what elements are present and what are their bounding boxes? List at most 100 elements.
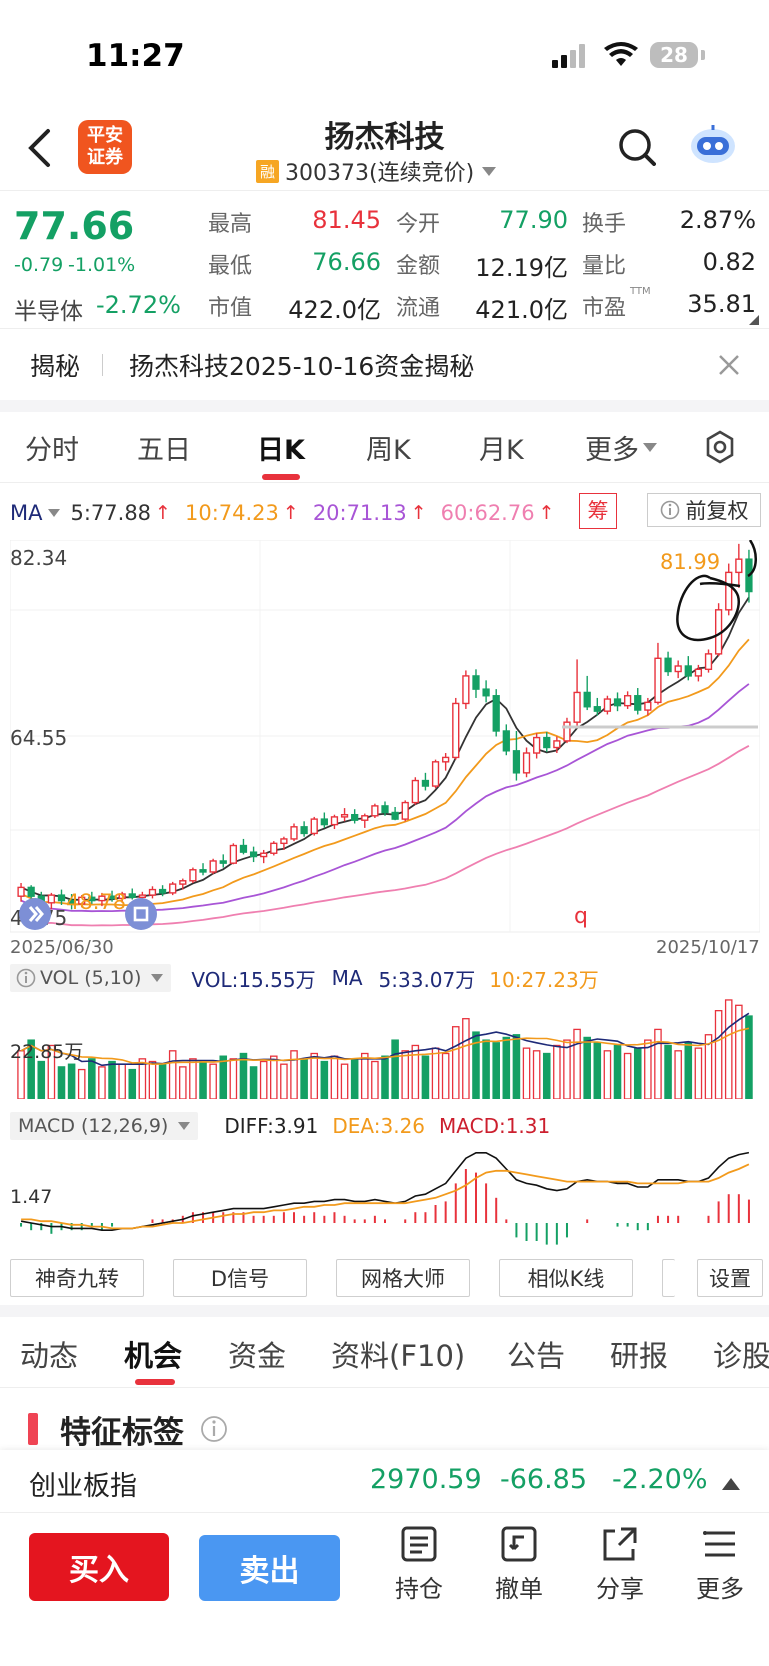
volume-bar	[664, 1044, 672, 1099]
tab-more[interactable]: 更多	[585, 428, 657, 467]
volume-bar	[290, 1050, 298, 1099]
candle	[300, 821, 308, 837]
tab-weekly-k[interactable]: 周K	[366, 435, 411, 466]
tab-daily-k[interactable]: 日K	[257, 435, 305, 466]
tab-diagnosis[interactable]: 诊股	[713, 1339, 769, 1373]
news-divider	[102, 354, 104, 376]
candle	[492, 689, 500, 737]
more-button[interactable]: 更多	[680, 1525, 760, 1604]
tool-d-signal[interactable]: D信号	[173, 1259, 307, 1297]
volume-bar	[684, 1042, 693, 1099]
ma-dropdown-icon	[48, 509, 61, 517]
stock-code-selector[interactable]: 融 300373(连续竞价)	[256, 155, 497, 187]
price-adjust-selector[interactable]: 前复权	[647, 493, 761, 527]
tab-five-day[interactable]: 五日	[137, 435, 191, 466]
volume-y-label: 22.85万	[10, 1041, 84, 1063]
signal-icon	[552, 44, 586, 72]
cancel-order-button[interactable]: 撤单	[479, 1525, 559, 1604]
logo-line1: 平安	[87, 125, 123, 146]
candle	[563, 717, 571, 744]
volume-bar	[209, 1063, 217, 1099]
share-button[interactable]: 分享	[580, 1525, 660, 1604]
macd-diff: DIFF:3.91	[224, 1114, 319, 1138]
tool-partial-chip[interactable]	[662, 1259, 675, 1297]
macd-chart[interactable]	[10, 1142, 760, 1250]
ma60-value: 60:62.76	[440, 501, 535, 525]
high-marker-label: 81.99	[660, 550, 721, 574]
price-change-pct: -1.01%	[68, 254, 136, 276]
sector-name[interactable]: 半导体	[14, 299, 83, 325]
sell-button[interactable]: 卖出	[199, 1535, 340, 1601]
buy-button[interactable]: 买入	[29, 1533, 169, 1601]
volume-bar	[128, 1068, 137, 1099]
index-name: 创业板指	[29, 1471, 137, 1502]
x-axis-start-date: 2025/06/30	[10, 937, 114, 958]
tool-similar-k[interactable]: 相似K线	[499, 1259, 633, 1297]
kline-chart[interactable]	[10, 540, 760, 935]
back-arrow-icon[interactable]	[26, 128, 52, 172]
tab-intraday[interactable]: 分时	[25, 435, 79, 466]
volume-ma10-line	[20, 1027, 750, 1066]
candle	[249, 846, 258, 863]
chip-distribution-badge[interactable]: 筹	[579, 493, 617, 529]
holdings-button[interactable]: 持仓	[379, 1525, 459, 1604]
candle	[634, 688, 642, 715]
reset-zoom-icon[interactable]	[124, 897, 158, 935]
candle	[219, 854, 227, 868]
menu-list-icon	[703, 1531, 735, 1557]
volume-bar	[623, 1052, 632, 1099]
volume-bar	[532, 1050, 541, 1099]
tool-grid-master[interactable]: 网格大师	[336, 1259, 470, 1297]
volume-bar	[603, 1050, 612, 1099]
tab-dynamics[interactable]: 动态	[20, 1339, 79, 1373]
volume-bar	[27, 1039, 35, 1099]
quote-field-open: 今开 77.90	[396, 206, 568, 237]
tab-opportunity[interactable]: 机会	[124, 1339, 183, 1373]
y-axis-top-label: 82.34	[10, 546, 68, 570]
gear-icon[interactable]	[703, 430, 737, 468]
volume-bar	[542, 1052, 551, 1099]
candle	[27, 885, 35, 901]
volume-bar	[482, 1039, 490, 1099]
scroll-left-icon[interactable]	[18, 897, 52, 935]
share-icon	[603, 1527, 637, 1561]
info-icon[interactable]	[200, 1415, 228, 1443]
candle	[411, 777, 419, 805]
tool-settings[interactable]: 设置	[697, 1259, 763, 1297]
macd-indicator-selector[interactable]: MACD (12,26,9)	[10, 1112, 199, 1140]
tab-f10[interactable]: 资料(F10)	[331, 1339, 466, 1373]
tab-announcements[interactable]: 公告	[507, 1339, 566, 1373]
volume-chart[interactable]	[10, 995, 760, 1099]
search-icon[interactable]	[618, 128, 656, 170]
macd-y-label: 1.47	[10, 1186, 53, 1208]
close-icon[interactable]	[718, 354, 740, 380]
ma10-up-icon: ↑	[282, 502, 299, 524]
robot-assistant-icon[interactable]	[688, 122, 738, 170]
candle	[613, 692, 622, 712]
index-ticker[interactable]: 创业板指 2970.59 -66.85 -2.20%	[0, 1450, 769, 1512]
chevron-down-icon	[151, 974, 164, 982]
candle	[714, 603, 723, 657]
expand-corner-icon[interactable]	[749, 310, 759, 329]
candle	[88, 891, 96, 904]
candle	[98, 892, 106, 907]
volume-bar	[249, 1066, 258, 1099]
candle	[543, 732, 551, 752]
expand-up-icon[interactable]	[722, 1475, 740, 1494]
index-value: 2970.59	[370, 1464, 482, 1495]
candle	[704, 649, 713, 673]
quote-field-float-cap: 流通 421.0亿	[396, 296, 568, 324]
candle	[462, 670, 470, 709]
tab-funds[interactable]: 资金	[228, 1339, 287, 1373]
ma-label[interactable]: MA	[10, 501, 43, 525]
volume-bar	[320, 1060, 329, 1099]
volume-indicator-selector[interactable]: VOL (5,10)	[10, 964, 172, 992]
header: 平安 证券 扬杰科技 融 300373(连续竞价)	[0, 100, 769, 190]
candle	[593, 697, 601, 716]
tab-monthly-k[interactable]: 月K	[479, 435, 524, 466]
news-bar[interactable]: 揭秘 扬杰科技2025-10-16资金揭秘	[0, 330, 769, 400]
tool-magic-nine[interactable]: 神奇九转	[10, 1259, 144, 1297]
candle	[401, 800, 409, 822]
y-axis-mid-label: 64.55	[10, 726, 68, 750]
tab-research[interactable]: 研报	[610, 1339, 669, 1373]
